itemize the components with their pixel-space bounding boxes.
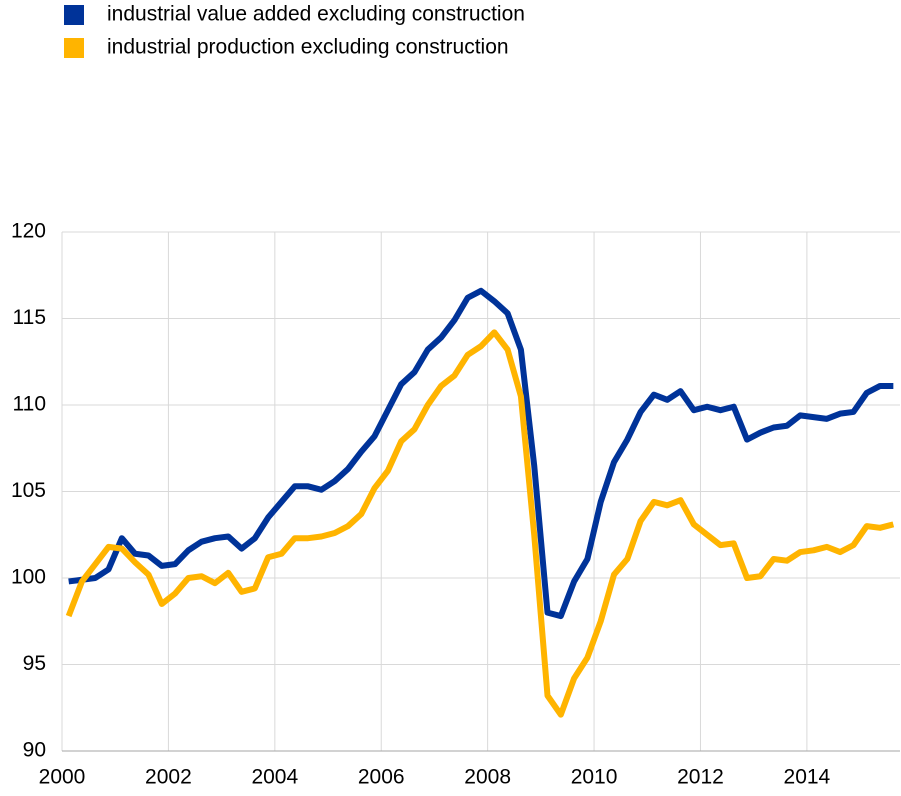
y-tick-label: 90 <box>23 739 46 762</box>
y-tick-label: 105 <box>11 479 46 502</box>
data-line <box>65 329 895 718</box>
legend-swatch <box>64 38 84 58</box>
x-tick-label: 2012 <box>677 766 724 789</box>
y-tick-label: 95 <box>23 652 46 675</box>
x-tick-label: 2000 <box>39 766 86 789</box>
y-tick-label: 120 <box>11 220 46 243</box>
legend-label: industrial production excluding construc… <box>107 36 509 59</box>
y-tick-label: 110 <box>13 393 46 416</box>
y-tick-label: 100 <box>11 566 46 589</box>
x-tick-label: 2010 <box>571 766 618 789</box>
x-tick-label: 2004 <box>251 766 298 789</box>
data-line <box>68 287 894 620</box>
x-tick-label: 2002 <box>145 766 192 789</box>
y-tick-label: 115 <box>13 306 46 329</box>
x-tick-label: 2014 <box>784 766 831 789</box>
legend-label: industrial value added excluding constru… <box>107 3 525 26</box>
legend-swatch <box>64 5 84 25</box>
x-tick-label: 2006 <box>358 766 405 789</box>
x-tick-label: 2008 <box>464 766 511 789</box>
